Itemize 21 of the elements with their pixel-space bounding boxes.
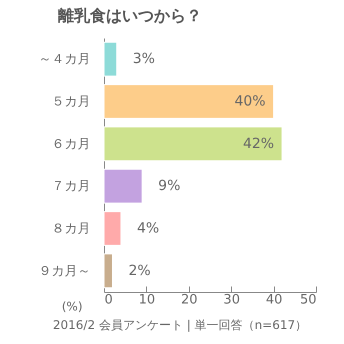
x-tick-label: 10 (138, 292, 156, 308)
text: 2016/2 会員アンケート | 単一回答（n=617） (52, 318, 308, 332)
y-tick-label: ６カ月 (52, 136, 90, 152)
x-tick-label: 30 (223, 292, 240, 308)
y-tick-label: ７カ月 (52, 179, 90, 194)
data-label: 40% (234, 94, 266, 110)
y-tick-label: ８カ月 (52, 222, 90, 236)
data-label: 3% (132, 51, 155, 68)
chart-title: 離乳食はいつから？ (57, 6, 202, 25)
data-label: 9% (158, 178, 180, 194)
x-tick-label: 50 (300, 292, 316, 308)
x-tick-label: 20 (181, 292, 198, 308)
x-tick-label: 0 (104, 292, 113, 308)
x-tick-label: 40 (266, 292, 282, 308)
x-axis-title: (%) (62, 300, 82, 314)
data-label: 42% (242, 136, 274, 152)
y-tick-label: ９カ月～ (38, 264, 90, 279)
y-tick-label: ～４カ月 (38, 52, 90, 68)
y-tick-label: ５カ月 (52, 94, 90, 110)
data-label: 2% (128, 262, 151, 279)
data-label: 4% (136, 220, 160, 236)
